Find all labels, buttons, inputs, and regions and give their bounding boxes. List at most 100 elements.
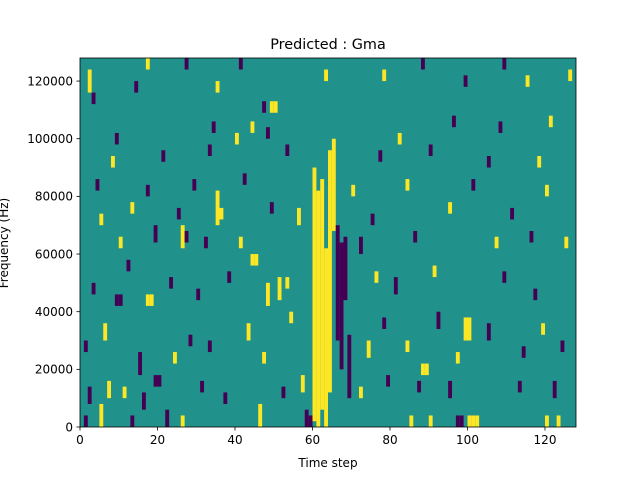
heatmap-cell-133 [452,115,456,128]
heatmap-cell-92 [393,277,398,295]
heatmap-cell-28 [118,294,123,306]
heatmap-cell-128 [537,156,542,168]
heatmap-cell-65 [517,380,522,393]
y-tick-label: 0 [65,420,73,434]
y-tick-label: 40000 [35,305,73,319]
heatmap-cell-85 [91,282,96,295]
heatmap-cell-18 [269,101,274,113]
heatmap-cell-66 [552,380,557,399]
heatmap-cell-141 [525,75,530,87]
heatmap-cell-142 [568,69,573,82]
heatmap-cell-42 [250,121,255,133]
y-axis: 0 20000 40000 60000 80000 100000 120000 [27,74,80,434]
heatmap-cell-57 [200,380,205,393]
heatmap-cell-111 [448,202,453,214]
heatmap-cell-17 [262,101,267,113]
heatmap-cell-121 [111,156,115,168]
heatmap-cell-103 [529,230,534,243]
heatmap-cell-106 [130,202,135,214]
heatmap-cell-49 [409,415,414,427]
heatmap-cell-4 [320,179,325,410]
heatmap-cell-117 [351,184,356,197]
heatmap-cell-63 [417,380,422,393]
heatmap-cell-118 [405,179,410,191]
heatmap-cell-76 [366,340,371,358]
heatmap-cell-132 [397,132,402,145]
heatmap-cell-74 [262,352,267,364]
heatmap-cell-80 [455,352,460,364]
heatmap-cell-126 [428,144,433,157]
heatmap-cell-108 [219,207,224,220]
heatmap-cell-140 [463,75,468,87]
heatmap-cell-124 [285,144,290,157]
heatmap-cell-116 [242,173,247,185]
heatmap-cell-93 [432,265,437,278]
heatmap-cell-91 [374,271,379,283]
heatmap-cell-9 [339,242,344,370]
heatmap-cell-107 [176,207,181,220]
heatmap-cell-3 [316,190,321,427]
heatmap-cell-125 [378,150,383,162]
heatmap-cell-12 [455,415,460,427]
heatmap-cell-50 [428,415,433,427]
plot-area [79,57,577,428]
heatmap-cell-146 [502,58,507,70]
heatmap-cell-16 [475,415,480,427]
heatmap-cell-53 [87,386,92,404]
heatmap-cell-55 [122,386,127,399]
plot-frame [79,57,577,428]
heatmap-cell-32 [424,363,429,376]
heatmap-cell-86 [126,259,131,272]
heatmap-cell-71 [188,334,193,347]
heatmap-cell-10 [343,236,348,301]
heatmap-cell-46 [165,409,170,427]
y-axis-label: Frequency (Hz) [0,198,11,289]
heatmap-cell-26 [145,294,150,306]
y-tick-label: 100000 [27,132,73,146]
heatmap-cell-69 [138,352,143,376]
heatmap-cell-95 [533,288,538,301]
heatmap-cell-78 [405,340,410,353]
heatmap-cell-77 [382,317,387,329]
heatmap-cell-138 [324,69,329,82]
heatmap-cell-81 [486,323,491,341]
heatmap-cell-25 [149,294,154,306]
heatmap-cell-112 [510,207,515,220]
heatmap-cell-24 [184,230,189,243]
heatmap-cell-30 [157,375,162,387]
heatmap-cell-73 [246,323,251,341]
heatmap-cell-84 [560,340,565,353]
heatmap-cell-113 [95,179,100,191]
heatmap-cell-44 [99,403,104,427]
y-tick-label: 80000 [35,190,73,204]
heatmap-cell-104 [564,236,569,249]
heatmap-cell-6 [328,150,332,393]
heatmap-cell-96 [118,236,123,249]
heatmap-cell-75 [289,311,294,324]
heatmap-cell-89 [227,271,232,283]
heatmap-cell-27 [114,294,119,306]
heatmap-cell-54 [107,380,112,399]
heatmap-cell-70 [173,352,177,364]
heatmap-cell-56 [142,392,146,410]
heatmap-cell-94 [502,271,507,283]
heatmap-cell-52 [556,415,561,427]
heatmap-cell-8 [335,225,340,341]
heatmap-cell-72 [207,340,212,353]
heatmap-cell-131 [266,127,270,139]
x-tick-label: 0 [76,433,84,447]
heatmap-cell-115 [192,179,197,191]
heatmap-cell-15 [471,415,476,427]
heatmap-cell-68 [103,323,108,341]
heatmap-cell-122 [161,150,166,162]
heatmap-cell-109 [269,202,274,214]
y-tick-label: 20000 [35,363,73,377]
x-tick-label: 60 [305,433,320,447]
heatmap-cell-139 [382,69,387,82]
heatmap-cell-21 [91,92,96,105]
heatmap-cell-79 [436,311,441,329]
x-tick-label: 40 [227,433,242,447]
heatmap-cell-135 [548,115,553,128]
x-tick-label: 20 [150,433,165,447]
heatmap-cell-67 [83,340,88,353]
